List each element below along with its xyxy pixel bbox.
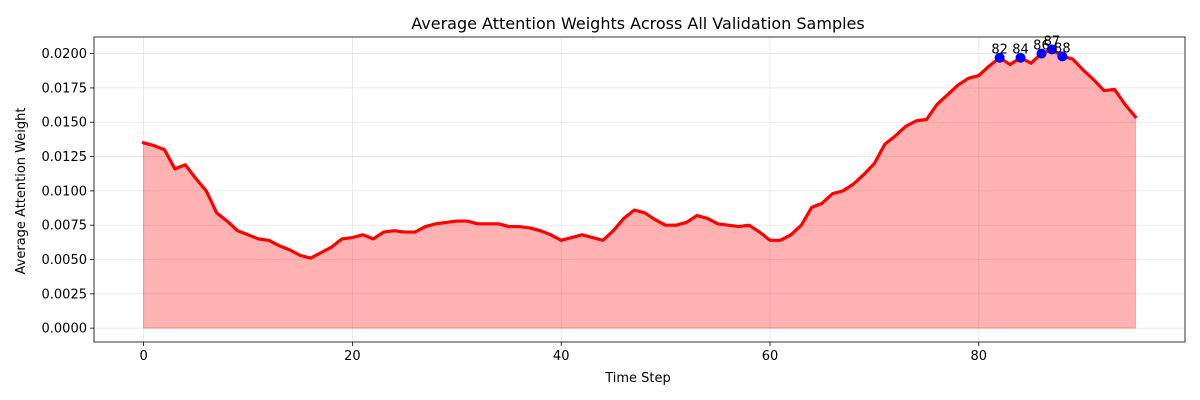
y-tick-label: 0.0175 xyxy=(42,81,88,96)
x-tick-label: 80 xyxy=(971,349,988,364)
chart-title: Average Attention Weights Across All Val… xyxy=(411,14,864,33)
y-tick-label: 0.0025 xyxy=(42,287,88,302)
peak-label: 82 xyxy=(991,43,1008,58)
peak-label: 86 xyxy=(1033,39,1050,54)
peak-label: 88 xyxy=(1054,41,1071,56)
y-tick-label: 0.0000 xyxy=(42,322,88,337)
plot-frame xyxy=(93,36,1186,343)
y-tick-label: 0.0100 xyxy=(42,184,88,199)
peak-marker xyxy=(1057,51,1068,62)
y-tick-label: 0.0150 xyxy=(42,116,88,131)
y-tick-label: 0.0200 xyxy=(42,47,88,62)
x-axis-label: Time Step xyxy=(604,371,671,386)
peak-marker xyxy=(1015,52,1026,63)
attention-line xyxy=(141,47,1138,260)
peak-marker xyxy=(1046,44,1057,55)
peak-label: 87 xyxy=(1044,34,1061,49)
x-tick-label: 20 xyxy=(344,349,361,364)
y-tick-label: 0.0050 xyxy=(42,253,88,268)
y-tick-label: 0.0075 xyxy=(42,219,88,234)
y-axis-label: Average Attention Weight xyxy=(14,108,29,275)
attention-area-fill xyxy=(143,48,1136,329)
x-tick-label: 40 xyxy=(553,349,570,364)
peak-marker xyxy=(994,52,1005,63)
x-tick-label: 0 xyxy=(139,349,147,364)
peak-label: 84 xyxy=(1012,43,1029,58)
peak-marker xyxy=(1036,48,1047,59)
y-tick-label: 0.0125 xyxy=(42,150,88,165)
x-tick-label: 60 xyxy=(762,349,779,364)
